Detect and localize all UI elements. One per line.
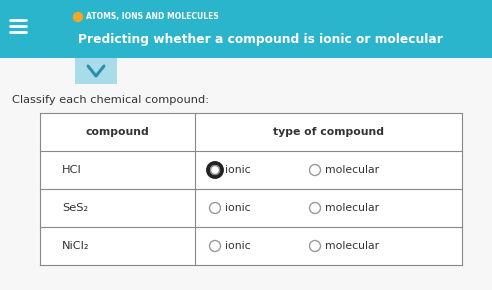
Circle shape	[309, 240, 320, 251]
Circle shape	[208, 163, 222, 177]
Bar	[0, 0, 492, 58]
Text: ATOMS, IONS AND MOLECULES: ATOMS, IONS AND MOLECULES	[86, 12, 219, 21]
Text: SeS₂: SeS₂	[62, 203, 88, 213]
Text: molecular: molecular	[325, 165, 379, 175]
Text: HCl: HCl	[62, 165, 82, 175]
Circle shape	[73, 12, 83, 21]
Circle shape	[211, 166, 219, 175]
Text: type of compound: type of compound	[273, 127, 384, 137]
Text: Predicting whether a compound is ionic or molecular: Predicting whether a compound is ionic o…	[78, 34, 443, 46]
Text: compound: compound	[86, 127, 150, 137]
Text: molecular: molecular	[325, 241, 379, 251]
Circle shape	[309, 202, 320, 213]
Bar	[40, 113, 462, 265]
Text: ionic: ionic	[224, 203, 250, 213]
Circle shape	[210, 240, 220, 251]
Text: Classify each chemical compound:: Classify each chemical compound:	[12, 95, 209, 105]
Circle shape	[210, 202, 220, 213]
Text: NiCl₂: NiCl₂	[62, 241, 90, 251]
Text: molecular: molecular	[325, 203, 379, 213]
Text: ionic: ionic	[224, 165, 250, 175]
Text: ionic: ionic	[224, 241, 250, 251]
Bar	[75, 58, 117, 84]
Circle shape	[309, 164, 320, 175]
